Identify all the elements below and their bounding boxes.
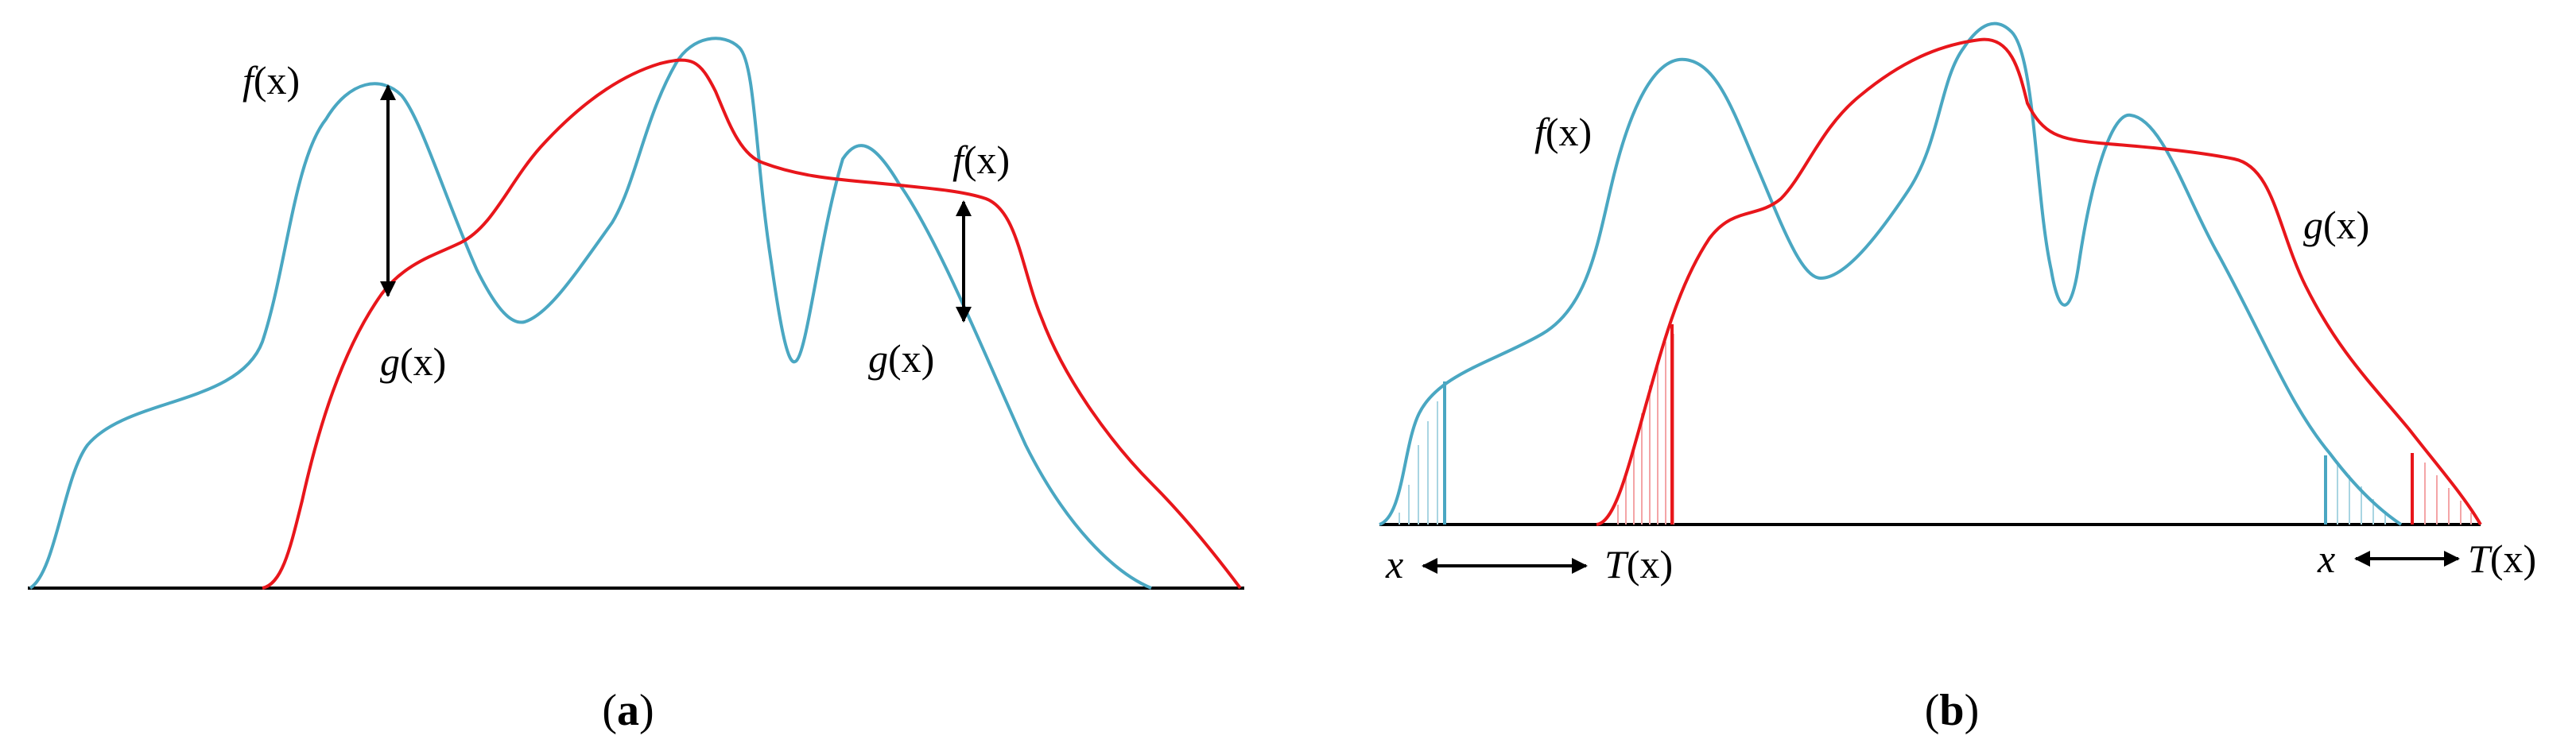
- panel-a-caption: (a): [602, 686, 654, 735]
- panel-a-label-f-left: f(x): [242, 58, 300, 103]
- panel-a-g-curve: [262, 58, 1242, 590]
- panel-a-label-g-right: g(x): [868, 336, 934, 381]
- panel-b-label-g: g(x): [2303, 203, 2369, 247]
- panel-b: f(x) g(x) x T(x) x T(x) (b): [1379, 21, 2536, 735]
- panel-a: f(x) g(x) f(x) g(x) (a): [28, 37, 1244, 735]
- panel-b-caption: (b): [1925, 686, 1979, 735]
- panel-b-label-x-left: x: [1385, 542, 1403, 587]
- panel-b-g-left-shading: [1617, 334, 1674, 525]
- panel-b-label-f: f(x): [1534, 110, 1592, 154]
- panel-a-label-g-left: g(x): [380, 339, 446, 384]
- panel-b-label-t-left: T(x): [1604, 542, 1673, 587]
- panel-b-f-curve: [1379, 21, 2403, 526]
- panel-b-label-t-right: T(x): [2468, 536, 2536, 581]
- panel-b-g-curve: [1596, 37, 2482, 526]
- panel-a-label-f-right: f(x): [952, 137, 1010, 182]
- panel-b-g-right-shading: [2424, 463, 2472, 525]
- panel-b-label-x-right: x: [2317, 536, 2335, 581]
- panel-b-f-left-shading: [1399, 401, 1438, 525]
- panel-a-f-curve: [29, 37, 1152, 590]
